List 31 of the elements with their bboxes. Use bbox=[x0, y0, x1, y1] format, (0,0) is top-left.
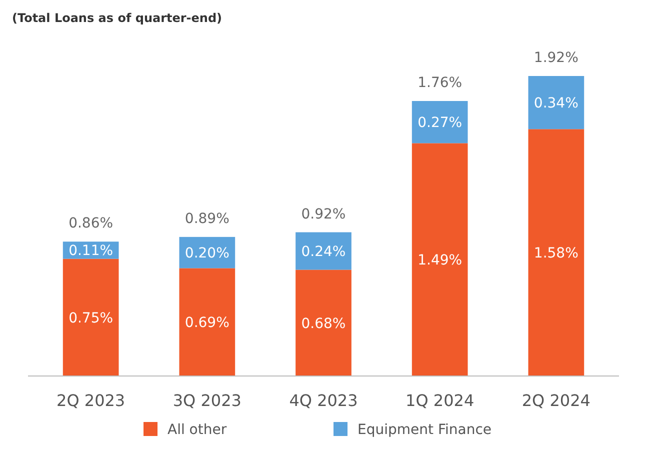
data-label: 1.58% bbox=[534, 246, 578, 262]
x-tick-label: 2Q 2024 bbox=[522, 391, 590, 410]
bar bbox=[412, 101, 468, 144]
data-label: 0.11% bbox=[68, 243, 114, 260]
data-label: 0.20% bbox=[184, 246, 230, 262]
total-label: 0.89% bbox=[184, 210, 230, 227]
total-label: 1.92% bbox=[534, 50, 578, 66]
bar bbox=[528, 76, 584, 130]
data-label: 0.27% bbox=[418, 115, 462, 132]
bar bbox=[412, 143, 468, 376]
total-label: 0.86% bbox=[68, 216, 114, 232]
data-label: 0.34% bbox=[534, 96, 578, 112]
bar bbox=[62, 258, 119, 376]
total-label: 1.76% bbox=[418, 75, 462, 91]
legend-label: All other bbox=[168, 422, 227, 438]
x-tick-label: 1Q 2024 bbox=[406, 391, 474, 410]
chart-subtitle: (Total Loans as of quarter-end) bbox=[12, 11, 222, 25]
data-label: 0.69% bbox=[184, 315, 230, 332]
data-label: 0.24% bbox=[301, 244, 346, 260]
data-label: 0.68% bbox=[301, 316, 346, 332]
data-label: 0.75% bbox=[68, 310, 114, 326]
bar bbox=[179, 268, 236, 376]
data-label: 1.49% bbox=[418, 252, 462, 269]
x-tick-label: 2Q 2023 bbox=[56, 391, 126, 410]
bar bbox=[296, 232, 352, 270]
x-tick-label: 3Q 2023 bbox=[172, 391, 242, 410]
total-label: 0.92% bbox=[301, 206, 346, 222]
legend-label: Equipment Finance bbox=[358, 422, 492, 438]
bar bbox=[528, 129, 584, 376]
bar bbox=[296, 270, 352, 376]
x-tick-label: 4Q 2023 bbox=[289, 391, 358, 410]
